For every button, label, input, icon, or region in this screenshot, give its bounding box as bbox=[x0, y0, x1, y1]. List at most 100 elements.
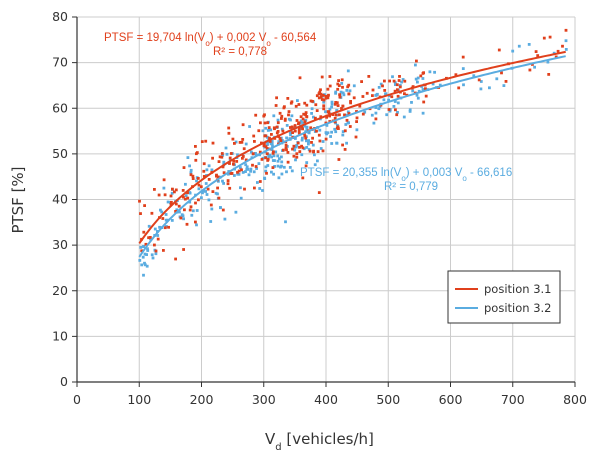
data-point-series-1 bbox=[419, 74, 423, 78]
data-point-series-2 bbox=[188, 200, 192, 204]
data-point-series-1 bbox=[324, 95, 328, 98]
data-point-series-1 bbox=[297, 129, 301, 133]
data-point-series-2 bbox=[244, 170, 247, 173]
data-point-series-2 bbox=[321, 140, 325, 143]
data-point-series-2 bbox=[146, 249, 150, 252]
data-point-series-1 bbox=[303, 120, 307, 124]
data-point-series-1 bbox=[301, 176, 305, 180]
data-point-series-1 bbox=[281, 129, 285, 133]
data-point-series-2 bbox=[462, 83, 465, 87]
data-point-series-2 bbox=[178, 210, 181, 214]
data-point-series-2 bbox=[204, 190, 207, 193]
data-point-series-1 bbox=[316, 150, 320, 153]
data-point-series-2 bbox=[319, 147, 323, 150]
data-point-series-1 bbox=[534, 50, 538, 53]
data-point-series-1 bbox=[365, 91, 369, 95]
data-point-series-2 bbox=[431, 82, 435, 86]
data-point-series-2 bbox=[160, 210, 164, 214]
data-point-series-1 bbox=[266, 157, 270, 161]
data-point-series-1 bbox=[461, 55, 465, 59]
data-point-series-1 bbox=[270, 133, 273, 136]
data-point-series-2 bbox=[210, 207, 214, 211]
x-tick-label: 300 bbox=[252, 392, 276, 407]
data-point-series-2 bbox=[195, 223, 198, 227]
data-point-series-1 bbox=[174, 257, 177, 261]
data-point-series-1 bbox=[309, 126, 313, 130]
data-point-series-2 bbox=[410, 101, 413, 104]
data-point-series-2 bbox=[145, 264, 149, 268]
data-point-series-2 bbox=[330, 100, 334, 104]
data-point-series-1 bbox=[361, 95, 365, 98]
data-point-series-1 bbox=[336, 104, 340, 107]
data-point-series-2 bbox=[280, 172, 284, 176]
data-point-series-1 bbox=[283, 105, 286, 109]
data-point-series-2 bbox=[195, 209, 199, 212]
data-point-series-2 bbox=[312, 115, 315, 119]
data-point-series-2 bbox=[393, 81, 397, 85]
data-point-series-2 bbox=[189, 171, 193, 174]
data-point-series-1 bbox=[315, 129, 318, 133]
data-point-series-2 bbox=[479, 80, 483, 83]
data-point-series-1 bbox=[314, 116, 317, 120]
data-point-series-1 bbox=[305, 115, 309, 119]
data-point-series-1 bbox=[327, 110, 331, 114]
data-point-series-2 bbox=[363, 110, 367, 114]
data-point-series-2 bbox=[324, 110, 327, 114]
data-point-series-2 bbox=[225, 152, 229, 156]
data-point-series-1 bbox=[367, 75, 371, 78]
data-point-series-2 bbox=[150, 253, 154, 257]
data-point-series-1 bbox=[275, 125, 279, 129]
data-point-series-1 bbox=[258, 150, 262, 154]
data-point-series-2 bbox=[376, 92, 379, 96]
data-point-series-1 bbox=[324, 96, 328, 100]
data-point-series-1 bbox=[253, 186, 256, 190]
data-point-series-1 bbox=[390, 95, 394, 99]
data-point-series-1 bbox=[220, 155, 224, 159]
data-point-series-1 bbox=[371, 88, 375, 92]
data-point-series-2 bbox=[511, 49, 515, 53]
data-point-series-2 bbox=[246, 168, 250, 171]
data-point-series-1 bbox=[415, 59, 418, 63]
data-point-series-1 bbox=[396, 94, 400, 98]
data-point-series-1 bbox=[301, 127, 304, 131]
data-point-series-2 bbox=[271, 144, 274, 148]
data-point-series-2 bbox=[285, 124, 289, 127]
data-point-series-1 bbox=[349, 100, 352, 103]
data-point-series-1 bbox=[272, 126, 276, 130]
data-point-series-1 bbox=[297, 127, 301, 131]
x-tick-label: 600 bbox=[439, 392, 463, 407]
data-point-series-1 bbox=[352, 96, 356, 100]
data-point-series-1 bbox=[317, 96, 321, 100]
data-point-series-1 bbox=[221, 165, 225, 169]
data-point-series-1 bbox=[333, 116, 337, 120]
data-point-series-1 bbox=[287, 113, 290, 117]
data-point-series-2 bbox=[428, 70, 432, 74]
data-point-series-1 bbox=[232, 162, 235, 166]
data-point-series-2 bbox=[266, 143, 269, 146]
data-point-series-1 bbox=[282, 148, 285, 152]
data-point-series-1 bbox=[263, 113, 266, 117]
data-point-series-1 bbox=[217, 196, 221, 200]
y-tick-label: 0 bbox=[60, 374, 68, 389]
data-point-series-1 bbox=[286, 97, 290, 100]
data-point-series-1 bbox=[173, 190, 176, 194]
data-point-series-1 bbox=[236, 170, 239, 174]
data-point-series-1 bbox=[162, 178, 166, 182]
data-point-series-2 bbox=[147, 224, 151, 228]
data-point-series-1 bbox=[211, 156, 214, 160]
data-point-series-2 bbox=[305, 125, 309, 129]
data-point-series-1 bbox=[422, 71, 425, 75]
data-point-series-2 bbox=[285, 170, 288, 174]
y-tick-label: 80 bbox=[52, 9, 68, 24]
data-point-series-2 bbox=[202, 189, 206, 193]
data-point-series-1 bbox=[222, 171, 226, 175]
data-point-series-2 bbox=[533, 65, 536, 69]
data-point-series-1 bbox=[278, 111, 282, 115]
data-point-series-1 bbox=[182, 248, 185, 251]
data-point-series-2 bbox=[280, 127, 284, 131]
data-point-series-2 bbox=[221, 153, 225, 157]
data-point-series-1 bbox=[387, 108, 391, 111]
data-point-series-2 bbox=[276, 159, 280, 163]
data-point-series-2 bbox=[341, 91, 345, 95]
data-point-series-1 bbox=[334, 101, 338, 104]
